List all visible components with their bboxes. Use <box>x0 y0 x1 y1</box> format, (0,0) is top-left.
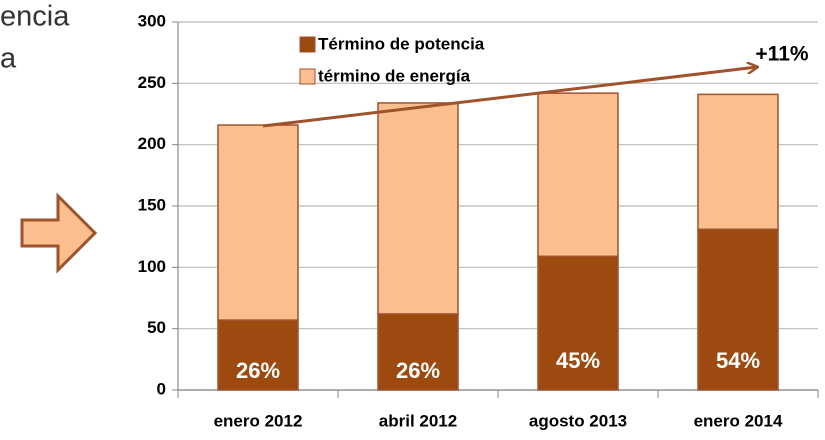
x-tick-label: enero 2012 <box>214 411 303 430</box>
annotation: +11% <box>755 43 808 66</box>
side-text: a <box>0 43 17 75</box>
x-tick-label: abril 2012 <box>379 411 457 430</box>
share-label: 26% <box>396 358 440 383</box>
plot: 0 50 100 150 200 250 300 enero 2012 26% abril 201… <box>138 11 819 430</box>
y-tick-label: 0 <box>157 379 166 398</box>
legend-label: término de energía <box>318 66 471 85</box>
bar-segment <box>377 313 459 391</box>
bar-segment <box>697 93 779 231</box>
y-tick-label: 200 <box>138 134 166 153</box>
y-tick-label: 250 <box>138 73 166 92</box>
y-tick-label: 150 <box>138 195 166 214</box>
y-tick-label: 100 <box>138 257 166 276</box>
y-tick-label: 300 <box>138 11 166 30</box>
bar-segment <box>537 92 619 258</box>
legend-swatch <box>299 68 316 85</box>
share-label: 45% <box>556 348 600 373</box>
legend-label: Término de potencia <box>318 34 485 53</box>
legend-swatch <box>299 36 316 53</box>
bar-segment <box>377 102 459 315</box>
y-tick-label: 50 <box>147 318 166 337</box>
share-label: 26% <box>236 358 280 383</box>
arrow-icon <box>20 192 98 274</box>
side-text: encia <box>0 1 70 33</box>
bar-segment <box>217 124 299 321</box>
trend-arrow <box>262 67 757 128</box>
x-tick-label: agosto 2013 <box>529 411 627 430</box>
x-tick-label: enero 2014 <box>694 411 783 430</box>
share-label: 54% <box>716 348 760 373</box>
